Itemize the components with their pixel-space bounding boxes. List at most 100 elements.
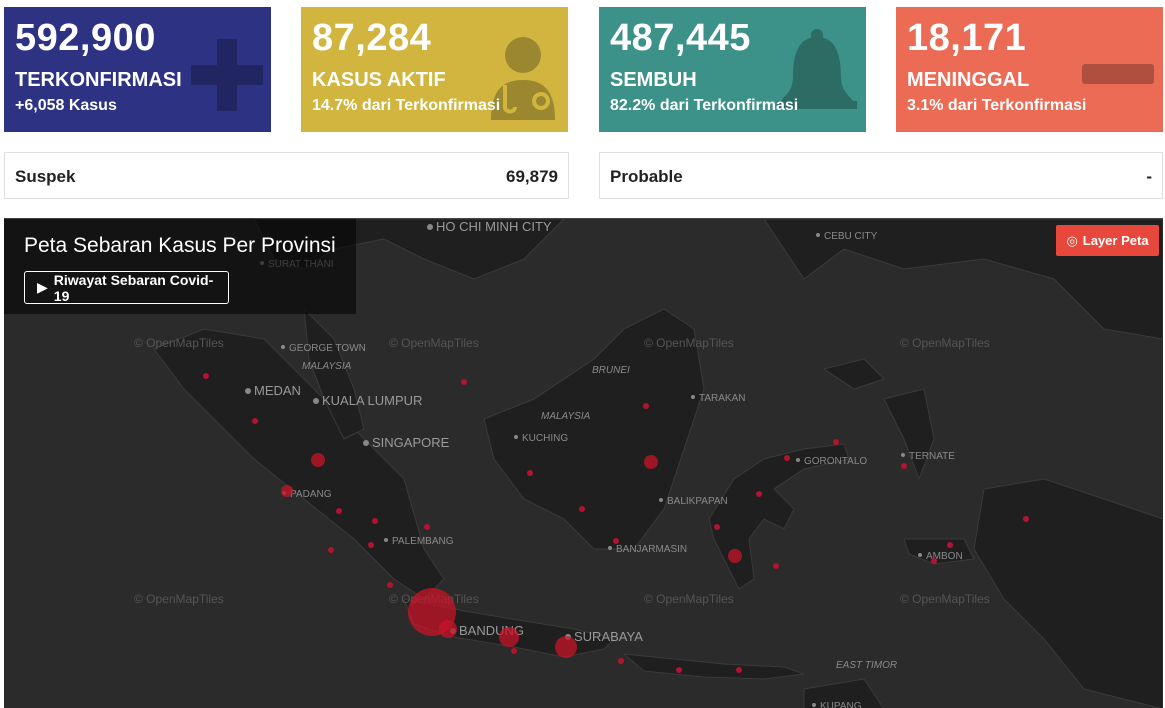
province-case-marker[interactable] xyxy=(643,403,649,409)
map-canvas[interactable]: © OpenMapTiles © OpenMapTiles © OpenMapTil… xyxy=(4,219,1163,708)
province-case-marker[interactable] xyxy=(499,627,519,647)
play-icon: ▶ xyxy=(37,279,48,295)
province-case-marker[interactable] xyxy=(901,463,907,469)
map-city-marker xyxy=(812,703,816,707)
province-case-marker[interactable] xyxy=(424,524,430,530)
province-case-marker[interactable] xyxy=(372,518,378,524)
confirmed-title: TERKONFIRMASI xyxy=(15,69,182,91)
map-city-label: TERNATE xyxy=(909,451,955,462)
map-city-marker xyxy=(384,538,388,542)
suspek-value: 69,879 xyxy=(506,167,558,186)
suspek-box: Suspek 69,879 xyxy=(4,152,569,199)
map-city-marker xyxy=(796,458,800,462)
suspek-label: Suspek xyxy=(15,167,76,186)
map-title: Peta Sebaran Kasus Per Provinsi xyxy=(24,234,336,257)
map-city-marker xyxy=(427,224,433,230)
province-case-marker[interactable] xyxy=(773,563,779,569)
province-case-marker[interactable] xyxy=(947,542,953,548)
province-case-marker[interactable] xyxy=(579,506,585,512)
map-city-label: KUPANG xyxy=(820,701,862,708)
map-attribution: © OpenMapTiles xyxy=(644,336,734,350)
map-city-label: CEBU CITY xyxy=(824,231,878,242)
map-city-marker xyxy=(691,395,695,399)
province-case-marker[interactable] xyxy=(644,455,658,469)
probable-box: Probable - xyxy=(599,152,1163,199)
province-case-marker[interactable] xyxy=(833,439,839,445)
province-case-marker[interactable] xyxy=(203,373,209,379)
bell-icon xyxy=(777,29,857,109)
province-case-marker[interactable] xyxy=(1023,516,1029,522)
province-case-marker[interactable] xyxy=(613,538,619,544)
map-city-label: AMBON xyxy=(926,551,963,562)
doctor-icon xyxy=(491,37,555,120)
active-number: 87,284 xyxy=(312,17,432,59)
province-case-marker[interactable] xyxy=(784,455,790,461)
province-case-marker[interactable] xyxy=(931,558,937,564)
map-city-marker xyxy=(901,453,905,457)
province-case-marker[interactable] xyxy=(728,549,742,563)
layer-map-button[interactable]: ◎ Layer Peta xyxy=(1056,225,1159,256)
map-city-label: GEORGE TOWN xyxy=(289,343,366,354)
province-case-marker[interactable] xyxy=(555,636,577,658)
active-title: KASUS AKTIF xyxy=(312,69,446,91)
province-case-marker[interactable] xyxy=(676,667,682,673)
map-city-label: PADANG xyxy=(290,489,332,500)
map-city-label: BRUNEI xyxy=(592,365,630,376)
deceased-percent: 3.1% dari Terkonfirmasi xyxy=(907,97,1087,114)
map-city-label: SURABAYA xyxy=(574,629,643,644)
province-case-marker[interactable] xyxy=(439,620,457,638)
province-case-marker[interactable] xyxy=(328,547,334,553)
province-case-marker[interactable] xyxy=(714,524,720,530)
plus-icon xyxy=(191,39,263,111)
confirmed-delta: +6,058 Kasus xyxy=(15,97,117,114)
deceased-card: 18,171 MENINGGAL 3.1% dari Terkonfirmasi xyxy=(896,7,1163,132)
map-attribution: © OpenMapTiles xyxy=(134,336,224,350)
map-attribution: © OpenMapTiles xyxy=(134,592,224,606)
province-case-marker[interactable] xyxy=(756,491,762,497)
map-city-marker xyxy=(608,546,612,550)
probable-label: Probable xyxy=(610,167,683,186)
map-attribution: © OpenMapTiles xyxy=(644,592,734,606)
province-case-marker[interactable] xyxy=(511,648,517,654)
deceased-number: 18,171 xyxy=(907,17,1027,59)
probable-value: - xyxy=(1146,167,1152,186)
map-city-marker xyxy=(363,440,369,446)
map-attribution: © OpenMapTiles xyxy=(900,592,990,606)
map-city-label: KUALA LUMPUR xyxy=(322,393,422,408)
province-case-marker[interactable] xyxy=(368,542,374,548)
province-case-marker[interactable] xyxy=(618,658,624,664)
minus-icon xyxy=(1082,64,1154,84)
map-info-panel: Peta Sebaran Kasus Per Provinsi ▶ Riwaya… xyxy=(4,219,356,314)
province-case-marker[interactable] xyxy=(387,582,393,588)
map-city-marker xyxy=(659,498,663,502)
province-case-marker[interactable] xyxy=(461,379,467,385)
map-city-marker xyxy=(514,435,518,439)
map-city-label: GORONTALO xyxy=(804,456,867,467)
map-city-label: PALEMBANG xyxy=(392,536,454,547)
map-city-label: SINGAPORE xyxy=(372,435,450,450)
case-distribution-map[interactable]: © OpenMapTiles © OpenMapTiles © OpenMapTil… xyxy=(4,218,1163,708)
province-case-marker[interactable] xyxy=(527,470,533,476)
province-case-marker[interactable] xyxy=(311,453,325,467)
map-city-label: BALIKPAPAN xyxy=(667,496,728,507)
map-city-marker xyxy=(245,388,251,394)
province-case-marker[interactable] xyxy=(281,485,293,497)
map-city-label: MALAYSIA xyxy=(541,411,591,422)
active-card: 87,284 KASUS AKTIF 14.7% dari Terkonfirm… xyxy=(301,7,568,132)
history-play-button[interactable]: ▶ Riwayat Sebaran Covid-19 xyxy=(24,271,229,304)
map-city-marker xyxy=(281,345,285,349)
province-case-marker[interactable] xyxy=(736,667,742,673)
map-city-label: EAST TIMOR xyxy=(836,660,897,671)
map-city-label: MEDAN xyxy=(254,383,301,398)
map-city-label: TARAKAN xyxy=(699,393,746,404)
layers-icon: ◎ xyxy=(1066,232,1078,248)
map-city-label: KUCHING xyxy=(522,433,568,444)
deceased-title: MENINGGAL xyxy=(907,69,1030,91)
history-button-label: Riwayat Sebaran Covid-19 xyxy=(53,271,214,304)
confirmed-card: 592,900 TERKONFIRMASI +6,058 Kasus xyxy=(4,7,271,132)
map-city-label: MALAYSIA xyxy=(302,361,352,372)
map-attribution: © OpenMapTiles xyxy=(389,336,479,350)
province-case-marker[interactable] xyxy=(336,508,342,514)
recovered-card: 487,445 SEMBUH 82.2% dari Terkonfirmasi xyxy=(599,7,866,132)
province-case-marker[interactable] xyxy=(252,418,258,424)
